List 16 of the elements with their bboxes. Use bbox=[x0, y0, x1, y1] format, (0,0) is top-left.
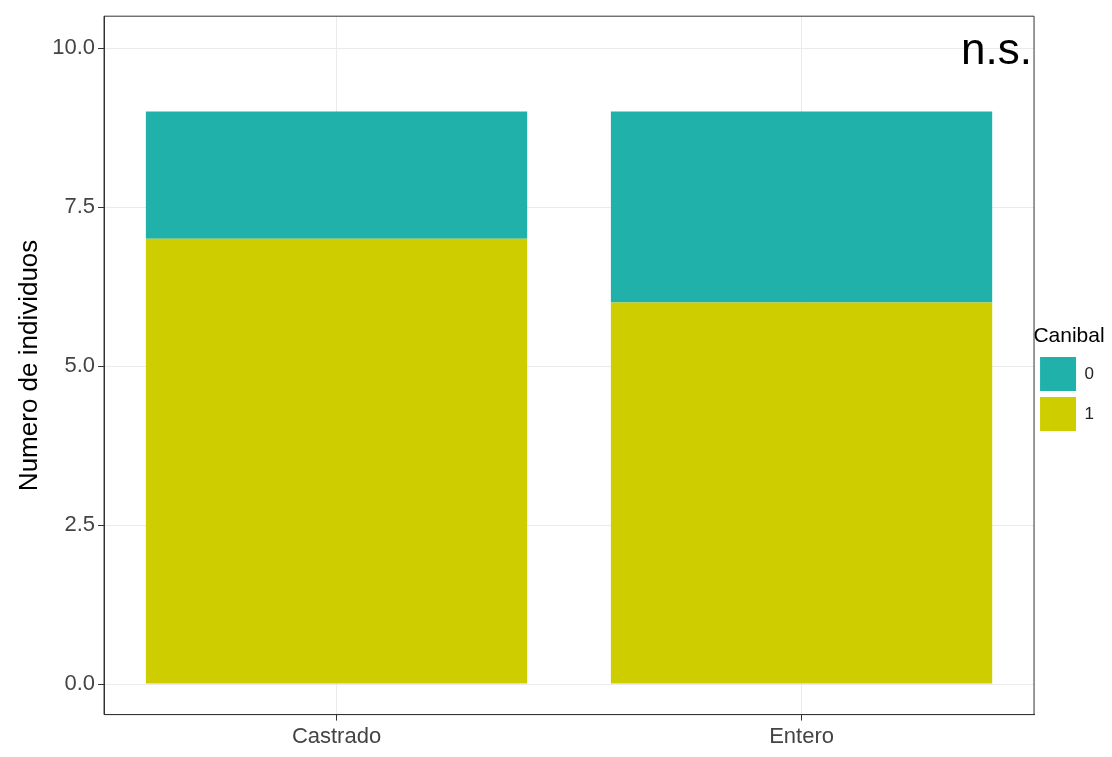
legend-label: 0 bbox=[1084, 363, 1095, 383]
legend-title: Canibal bbox=[1033, 323, 1105, 347]
annotation: n.s. bbox=[961, 24, 1033, 74]
bar bbox=[145, 238, 528, 684]
bar bbox=[610, 302, 993, 684]
y-tick-label: 10.0 bbox=[52, 34, 96, 60]
y-tick-label: 7.5 bbox=[64, 193, 96, 219]
x-tick-label: Entero bbox=[769, 722, 834, 748]
y-tick-label: 0.0 bbox=[64, 670, 96, 696]
bar bbox=[145, 111, 528, 239]
y-tick-label: 2.5 bbox=[64, 511, 96, 537]
y-axis-title: Numero de individuos bbox=[12, 239, 43, 492]
legend-label: 1 bbox=[1084, 403, 1095, 423]
x-tick-label: Castrado bbox=[291, 722, 382, 748]
y-tick-label: 5.0 bbox=[64, 352, 96, 378]
bar bbox=[610, 111, 993, 303]
